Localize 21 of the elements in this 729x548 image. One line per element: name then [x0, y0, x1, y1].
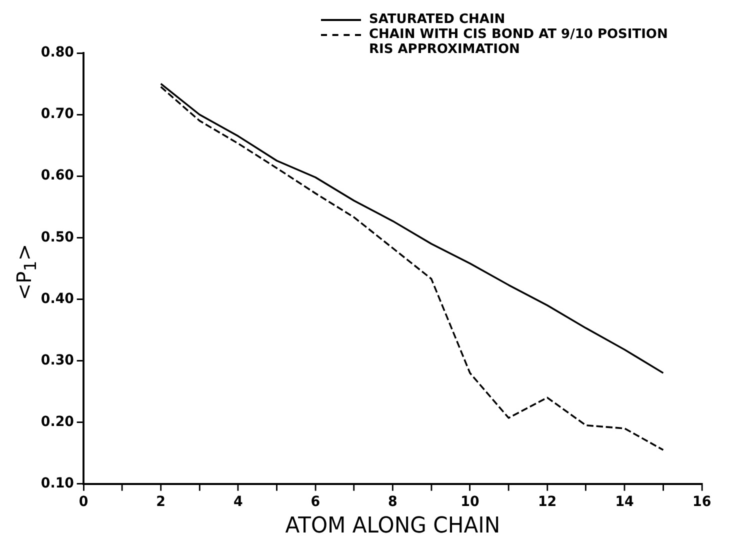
y-tick-label: 0.10: [40, 475, 74, 492]
x-tick-label: 10: [460, 494, 480, 510]
y-tick-label: 0.20: [40, 414, 74, 430]
x-tick-label: 4: [233, 494, 243, 510]
legend-label: CHAIN WITH CIS BOND AT 9/10 POSITION RIS APPROXIMATION: [369, 27, 669, 57]
x-tick-label: 12: [538, 494, 557, 510]
y-tick-label: 0.70: [40, 106, 74, 122]
y-tick-label: 0.80: [40, 44, 74, 61]
y-tick-label: 0.40: [40, 290, 74, 307]
x-tick-label: 14: [615, 494, 634, 510]
x-tick-label: 0: [78, 494, 88, 510]
y-tick-label: 0.30: [40, 352, 74, 368]
x-tick-label: 8: [388, 494, 398, 510]
x-axis-title: ATOM ALONG CHAIN: [285, 513, 500, 539]
line-series: [160, 86, 664, 451]
x-tick-label: 16: [692, 494, 712, 510]
x-tick-label: 6: [310, 494, 320, 510]
x-tick-label: 2: [156, 494, 166, 510]
legend-label: SATURATED CHAIN: [369, 12, 506, 27]
y-tick-label: 0.60: [40, 167, 74, 184]
y-tick-label: 0.50: [40, 229, 74, 246]
